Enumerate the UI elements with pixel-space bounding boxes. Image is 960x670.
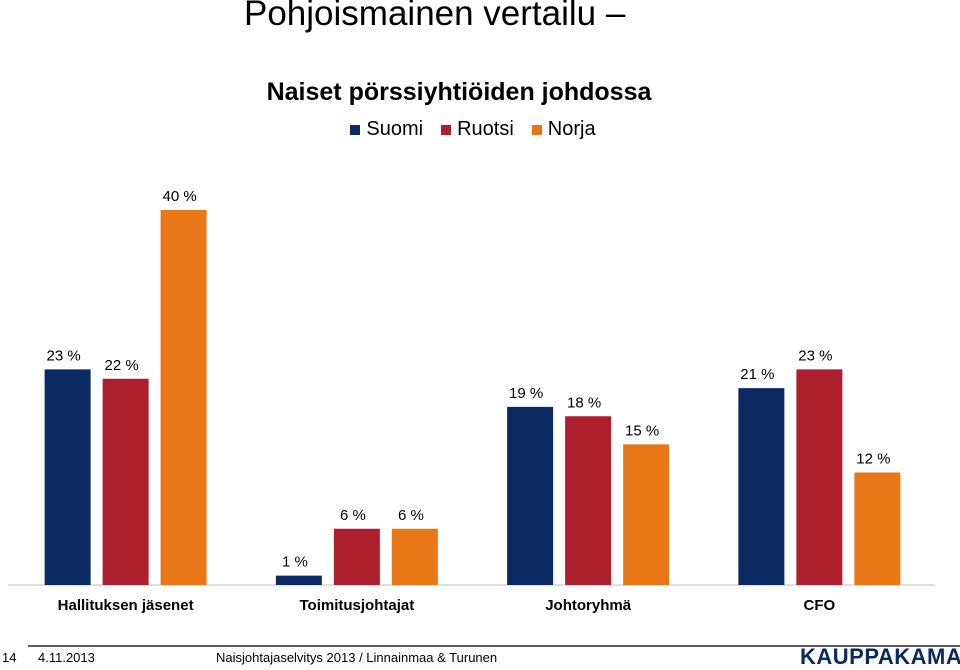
data-label: 23 % bbox=[47, 347, 81, 364]
category-label: CFO bbox=[804, 597, 836, 614]
legend-item-suomi: Suomi bbox=[350, 118, 423, 141]
legend-label: Suomi bbox=[366, 118, 424, 140]
bar-norja-0 bbox=[160, 210, 207, 585]
bar-norja-1 bbox=[391, 528, 438, 585]
bar-ruotsi-2 bbox=[565, 416, 612, 585]
data-label: 40 % bbox=[163, 188, 197, 205]
page-title: Pohjoismainen vertailu – bbox=[244, 0, 626, 33]
data-label: 1 % bbox=[282, 554, 308, 571]
legend-swatch bbox=[531, 124, 542, 135]
bar-ruotsi-3 bbox=[796, 369, 843, 585]
legend-swatch bbox=[441, 124, 452, 135]
legend-item-norja: Norja bbox=[531, 118, 596, 141]
category-label: Hallituksen jäsenet bbox=[58, 597, 194, 614]
data-label: 19 % bbox=[509, 385, 543, 402]
category-label: Toimitusjohtajat bbox=[300, 597, 415, 614]
category-label: Johtoryhmä bbox=[545, 597, 632, 614]
data-label: 18 % bbox=[567, 394, 601, 411]
bar-suomi-1 bbox=[275, 575, 322, 585]
data-label: 6 % bbox=[398, 507, 424, 524]
legend-label: Ruotsi bbox=[457, 118, 514, 140]
chart-legend: Suomi Ruotsi Norja bbox=[0, 118, 946, 141]
data-label: 23 % bbox=[798, 347, 832, 364]
bar-chart: 23 % 22 % 40 % Hallituksen jäsenet 1 % 6 % 6 %… bbox=[8, 188, 935, 614]
bar-norja-3 bbox=[854, 472, 901, 585]
legend-item-ruotsi: Ruotsi bbox=[441, 118, 514, 141]
bar-suomi-0 bbox=[44, 369, 91, 585]
legend-swatch bbox=[350, 124, 361, 135]
bar-suomi-3 bbox=[738, 388, 785, 585]
data-label: 22 % bbox=[105, 357, 139, 374]
page-number: 14 bbox=[2, 650, 17, 665]
bar-norja-2 bbox=[623, 444, 670, 585]
chart-title: Naiset pörssiyhtiöiden johdossa bbox=[266, 78, 652, 106]
bar-ruotsi-0 bbox=[102, 378, 149, 585]
footer-date: 4.11.2013 bbox=[38, 650, 95, 665]
data-label: 15 % bbox=[625, 422, 659, 439]
legend-label: Norja bbox=[547, 118, 596, 140]
footer-divider bbox=[28, 645, 960, 647]
footer-source: Naisjohtajaselvitys 2013 / Linnainmaa & … bbox=[216, 650, 498, 665]
bar-ruotsi-1 bbox=[333, 528, 380, 585]
data-label: 6 % bbox=[340, 507, 366, 524]
kauppakamari-logo: KAUPPAKAMARI bbox=[800, 644, 960, 669]
data-label: 21 % bbox=[740, 366, 774, 383]
data-label: 12 % bbox=[856, 451, 890, 468]
bar-suomi-2 bbox=[507, 406, 554, 585]
